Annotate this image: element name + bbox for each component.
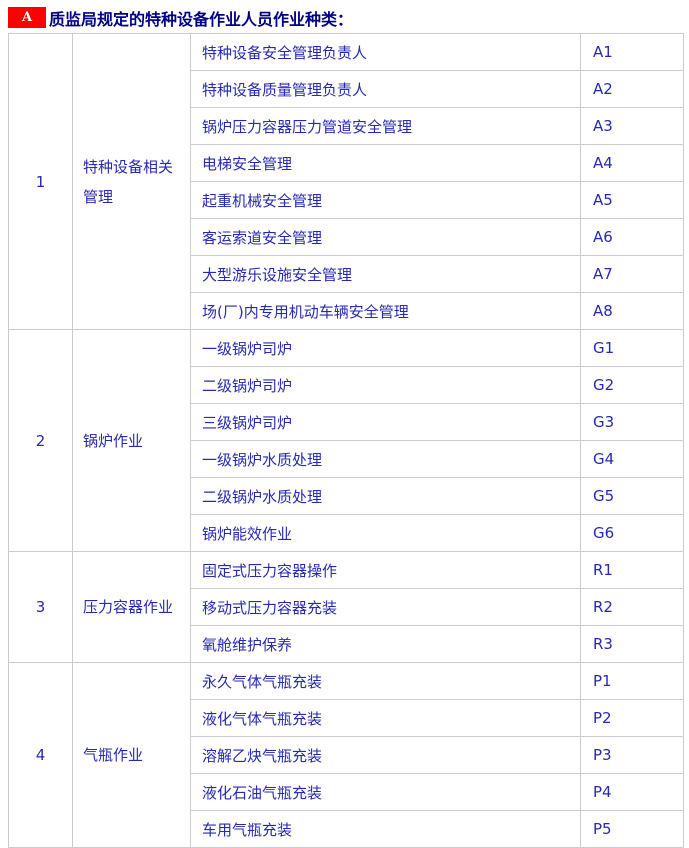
item-code-cell: P1 [580, 662, 684, 700]
table-row: 氧舱维护保养 R3 [9, 625, 684, 663]
group-category-cell: 特种设备相关管理 [72, 33, 191, 330]
table-row: 2 锅炉作业 一级锅炉司炉 G1 [8, 329, 684, 552]
group-number-cell: 1 [8, 33, 73, 330]
item-name-cell: 一级锅炉水质处理 [190, 440, 581, 478]
item-code-cell: G2 [580, 366, 684, 404]
item-code-cell: G5 [580, 477, 684, 515]
group-category-cell: 压力容器作业 [72, 551, 191, 663]
item-code-cell: R1 [580, 551, 684, 589]
item-code-cell: P5 [580, 810, 684, 848]
table-row: 3 压力容器作业 固定式压力容器操作 R1 [8, 551, 684, 663]
item-name-cell: 氧舱维护保养 [190, 625, 581, 663]
section-badge: A [8, 7, 46, 28]
item-code-cell: A2 [580, 70, 684, 108]
item-name-cell: 移动式压力容器充装 [190, 588, 581, 626]
table-row: 特种设备质量管理负责人 A2 [9, 70, 684, 108]
item-name-cell: 溶解乙炔气瓶充装 [190, 736, 581, 774]
table-row: 液化石油气瓶充装 P4 [9, 773, 684, 811]
table-row: 起重机械安全管理 A5 [9, 181, 684, 219]
item-name-cell: 特种设备安全管理负责人 [190, 33, 581, 71]
page-header: A 质监局规定的特种设备作业人员作业种类： [0, 0, 689, 29]
item-name-cell: 锅炉压力容器压力管道安全管理 [190, 107, 581, 145]
job-categories-table: 1 特种设备相关管理 特种设备安全管理负责人 A1 特种设备质量管理负责人 A2 锅炉压力容… [8, 33, 684, 848]
item-name-cell: 固定式压力容器操作 [190, 551, 581, 589]
item-name-cell: 二级锅炉水质处理 [190, 477, 581, 515]
item-code-cell: A1 [580, 33, 684, 71]
table-row: 二级锅炉水质处理 G5 [9, 477, 684, 515]
item-name-cell: 三级锅炉司炉 [190, 403, 581, 441]
item-name-cell: 起重机械安全管理 [190, 181, 581, 219]
item-code-cell: A6 [580, 218, 684, 256]
item-code-cell: A8 [580, 292, 684, 330]
page-title: 质监局规定的特种设备作业人员作业种类： [49, 9, 354, 29]
item-name-cell: 场(厂)内专用机动车辆安全管理 [190, 292, 581, 330]
table-row: 锅炉压力容器压力管道安全管理 A3 [9, 107, 684, 145]
table-row: 电梯安全管理 A4 [9, 144, 684, 182]
table-body: 1 特种设备相关管理 特种设备安全管理负责人 A1 特种设备质量管理负责人 A2 锅炉压力容… [8, 33, 684, 848]
table-row: 1 特种设备相关管理 特种设备安全管理负责人 A1 [8, 33, 684, 330]
group-number-cell: 3 [8, 551, 73, 663]
item-code-cell: P2 [580, 699, 684, 737]
group-number-cell: 4 [8, 662, 73, 848]
item-code-cell: A4 [580, 144, 684, 182]
item-name-cell: 液化气体气瓶充装 [190, 699, 581, 737]
item-name-cell: 客运索道安全管理 [190, 218, 581, 256]
item-code-cell: P3 [580, 736, 684, 774]
group-category-cell: 气瓶作业 [72, 662, 191, 848]
group-number-cell: 2 [8, 329, 73, 552]
item-name-cell: 液化石油气瓶充装 [190, 773, 581, 811]
item-code-cell: R3 [580, 625, 684, 663]
table-row: 移动式压力容器充装 R2 [9, 588, 684, 626]
item-code-cell: A3 [580, 107, 684, 145]
item-code-cell: A7 [580, 255, 684, 293]
item-code-cell: R2 [580, 588, 684, 626]
item-name-cell: 二级锅炉司炉 [190, 366, 581, 404]
table-row: 二级锅炉司炉 G2 [9, 366, 684, 404]
table-row: 场(厂)内专用机动车辆安全管理 A8 [9, 292, 684, 330]
table-row: 三级锅炉司炉 G3 [9, 403, 684, 441]
table-row: 溶解乙炔气瓶充装 P3 [9, 736, 684, 774]
table-row: 大型游乐设施安全管理 A7 [9, 255, 684, 293]
table-row: 液化气体气瓶充装 P2 [9, 699, 684, 737]
item-name-cell: 车用气瓶充装 [190, 810, 581, 848]
item-code-cell: A5 [580, 181, 684, 219]
item-code-cell: G6 [580, 514, 684, 552]
item-code-cell: G1 [580, 329, 684, 367]
item-name-cell: 电梯安全管理 [190, 144, 581, 182]
item-code-cell: G4 [580, 440, 684, 478]
item-code-cell: P4 [580, 773, 684, 811]
item-name-cell: 永久气体气瓶充装 [190, 662, 581, 700]
group-category-cell: 锅炉作业 [72, 329, 191, 552]
item-code-cell: G3 [580, 403, 684, 441]
item-name-cell: 特种设备质量管理负责人 [190, 70, 581, 108]
table-row: 客运索道安全管理 A6 [9, 218, 684, 256]
item-name-cell: 一级锅炉司炉 [190, 329, 581, 367]
table-row: 锅炉能效作业 G6 [9, 514, 684, 552]
item-name-cell: 锅炉能效作业 [190, 514, 581, 552]
table-row: 4 气瓶作业 永久气体气瓶充装 P1 [8, 662, 684, 848]
item-name-cell: 大型游乐设施安全管理 [190, 255, 581, 293]
